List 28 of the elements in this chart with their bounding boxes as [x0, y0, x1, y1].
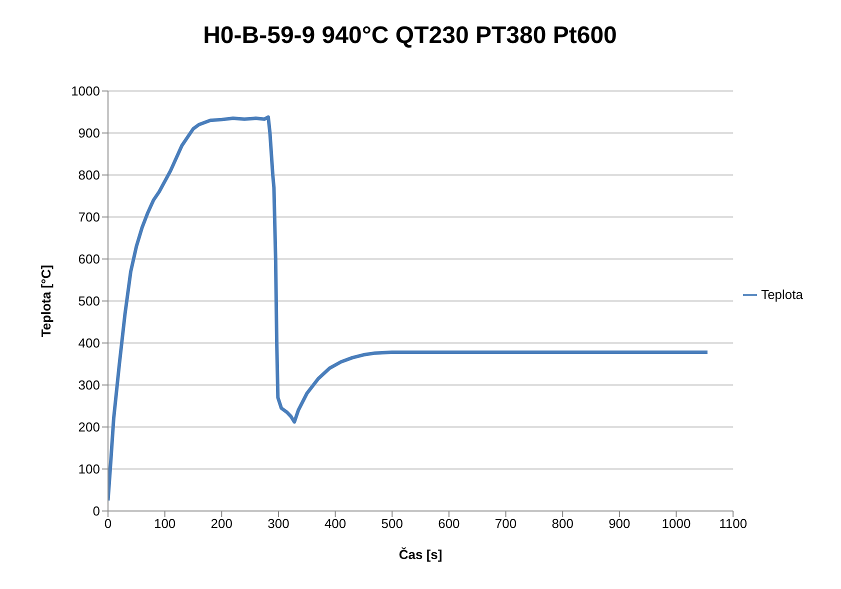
x-tick-label: 500 [381, 516, 403, 532]
x-tick-label: 800 [552, 516, 574, 532]
y-axis-title: Teplota [°C] [38, 264, 54, 338]
x-tick-label: 100 [154, 516, 176, 532]
x-tick-label: 700 [494, 516, 517, 532]
y-tick-label: 600 [78, 252, 100, 267]
y-tick-label: 1000 [71, 84, 100, 99]
y-tick-label: 700 [78, 210, 100, 225]
legend-label: Teplota [761, 286, 803, 302]
y-tick-label: 100 [78, 462, 100, 477]
x-tick-label: 400 [324, 516, 346, 532]
y-tick-label: 300 [78, 378, 100, 393]
y-tick-label: 400 [78, 336, 100, 351]
x-tick-label: 300 [268, 516, 290, 532]
y-tick-label: 500 [78, 294, 100, 309]
y-tick-label: 0 [92, 504, 100, 519]
x-tick-label: 900 [608, 516, 630, 532]
x-tick-label: 0 [104, 516, 112, 532]
x-tick-label: 600 [438, 516, 460, 532]
x-tick-label: 1000 [662, 516, 691, 532]
x-tick-label: 200 [210, 516, 232, 532]
chart-title: H0-B-59-9 940°C QT230 PT380 Pt600 [202, 22, 618, 50]
x-tick-label: 1100 [719, 516, 748, 532]
y-tick-label: 200 [78, 420, 100, 435]
y-tick-label: 900 [78, 126, 100, 141]
line-series [108, 115, 710, 502]
x-axis-title: Čas [s] [398, 547, 442, 562]
y-tick-label: 800 [78, 168, 100, 183]
